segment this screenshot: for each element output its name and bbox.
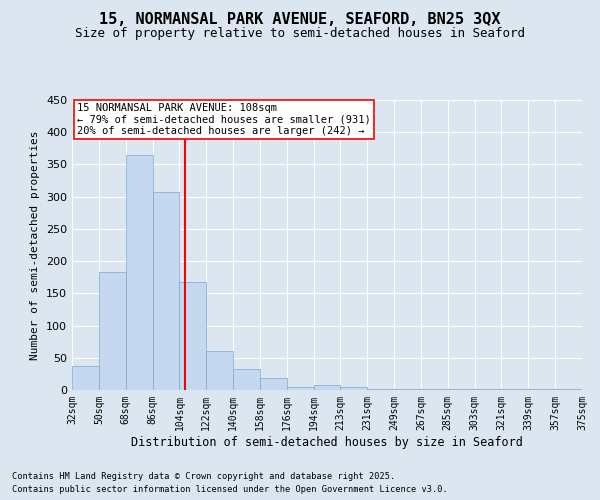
Bar — [206, 352, 233, 390]
Bar — [260, 378, 287, 390]
X-axis label: Distribution of semi-detached houses by size in Seaford: Distribution of semi-detached houses by … — [131, 436, 523, 448]
Bar — [287, 387, 314, 390]
Text: 15 NORMANSAL PARK AVENUE: 108sqm
← 79% of semi-detached houses are smaller (931): 15 NORMANSAL PARK AVENUE: 108sqm ← 79% o… — [77, 103, 371, 136]
Bar — [179, 282, 206, 390]
Text: 15, NORMANSAL PARK AVENUE, SEAFORD, BN25 3QX: 15, NORMANSAL PARK AVENUE, SEAFORD, BN25… — [99, 12, 501, 28]
Bar — [233, 370, 260, 390]
Text: Contains HM Land Registry data © Crown copyright and database right 2025.: Contains HM Land Registry data © Crown c… — [12, 472, 395, 481]
Bar — [340, 387, 367, 390]
Bar — [367, 388, 394, 390]
Y-axis label: Number of semi-detached properties: Number of semi-detached properties — [31, 130, 40, 360]
Bar — [314, 386, 340, 390]
Bar — [99, 272, 125, 390]
Text: Size of property relative to semi-detached houses in Seaford: Size of property relative to semi-detach… — [75, 28, 525, 40]
Bar — [152, 192, 179, 390]
Text: Contains public sector information licensed under the Open Government Licence v3: Contains public sector information licen… — [12, 485, 448, 494]
Bar — [125, 155, 152, 390]
Bar — [72, 366, 99, 390]
